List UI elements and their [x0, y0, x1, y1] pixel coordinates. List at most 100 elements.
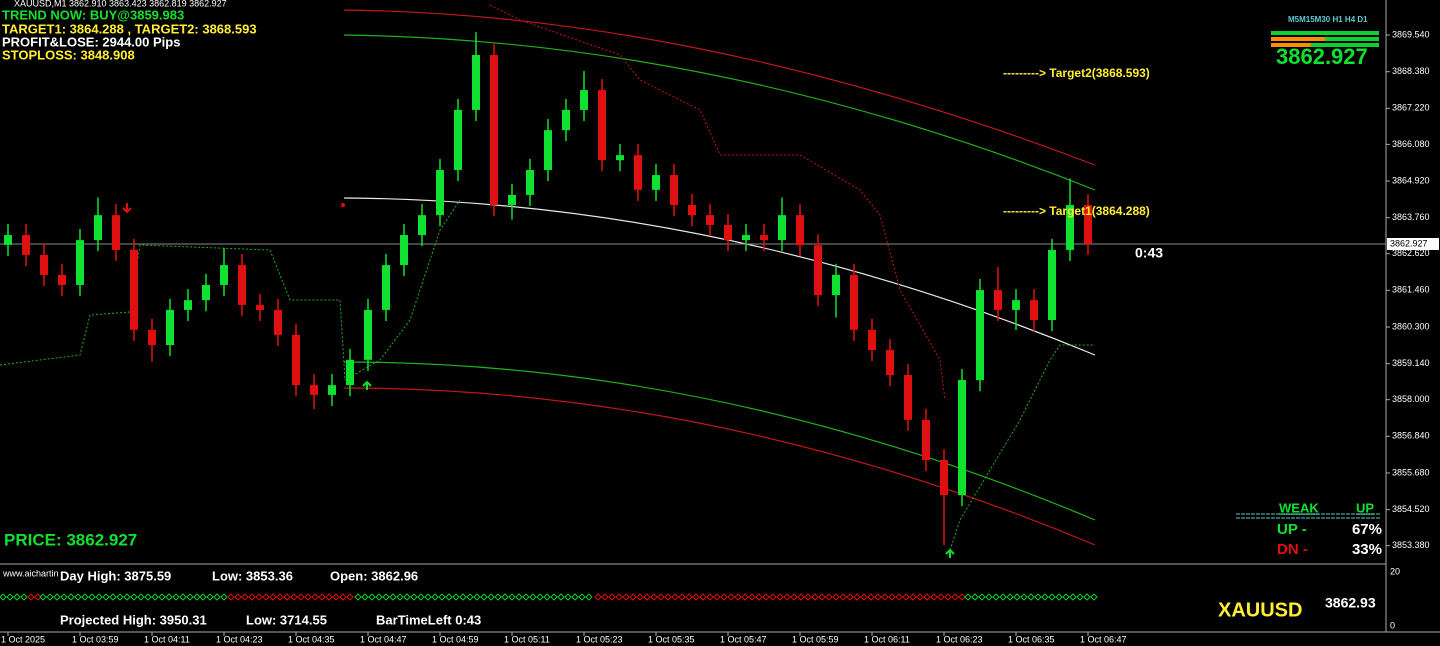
signal-diamond: [403, 593, 411, 601]
candle-body: [40, 254, 48, 275]
candle-body: [346, 359, 354, 386]
candle-body: [4, 235, 12, 245]
signal-diamond: [937, 593, 945, 601]
signal-diamond: [311, 593, 319, 601]
signal-diamond: [396, 593, 404, 601]
candle-body: [436, 169, 444, 216]
signal-diamond: [283, 593, 291, 601]
strength-bar: [1271, 37, 1325, 41]
bar-time-left: BarTimeLeft 0:43: [376, 612, 481, 627]
signal-diamond: [860, 593, 868, 601]
signal-diamond: [473, 593, 481, 601]
signal-diamond: [501, 593, 509, 601]
signal-diamond: [0, 593, 7, 601]
signal-diamond: [958, 593, 966, 601]
y-tick-label: 3863.760: [1392, 212, 1430, 222]
candle-body: [364, 309, 372, 360]
signal-diamond: [853, 593, 861, 601]
signal-diamond: [304, 593, 312, 601]
candle-body: [400, 235, 408, 266]
signal-diamond: [165, 593, 173, 601]
candle-body: [778, 215, 786, 241]
candle-body: [598, 90, 606, 161]
candle-body: [112, 215, 120, 250]
signal-diamond: [20, 593, 28, 601]
candle-body: [202, 284, 210, 301]
projected-high: Projected High: 3950.31: [60, 612, 207, 627]
day-open: Open: 3862.96: [330, 568, 418, 583]
signal-diamond: [1013, 593, 1021, 601]
candle-body: [526, 169, 534, 195]
candle-body: [544, 130, 552, 170]
lower-panel: www.aichartin Day High: 3875.59 Low: 385…: [0, 566, 1400, 630]
trail-stop-down: [489, 4, 946, 401]
signal-diamond: [571, 593, 579, 601]
signal-diamond: [536, 593, 544, 601]
candle-body: [328, 385, 336, 395]
plot: [0, 32, 1386, 545]
signal-diamond: [629, 593, 637, 601]
trail-stop-up-2: [949, 344, 1095, 551]
signal-diamond: [783, 593, 791, 601]
signal-diamond: [522, 593, 530, 601]
signal-diamond: [199, 593, 207, 601]
signal-diamond: [1041, 593, 1049, 601]
signal-diamond: [361, 593, 369, 601]
signal-diamond: [297, 593, 305, 601]
signal-diamond: [657, 593, 665, 601]
stoploss: STOPLOSS: 3848.908: [2, 47, 135, 62]
buy-arrow: [362, 380, 372, 390]
candle-body: [148, 329, 156, 346]
candle-body: [814, 245, 822, 296]
signal-diamond: [692, 593, 700, 601]
x-tick-label: 1 Oct 04:11: [144, 634, 190, 644]
signal-diamond: [951, 593, 959, 601]
signal-diamond: [1006, 593, 1014, 601]
y-tick-label: 3861.460: [1392, 285, 1430, 295]
x-tick-label: 1 Oct 04:59: [432, 634, 479, 644]
y-tick-label: 3859.140: [1392, 358, 1430, 368]
candle-body: [850, 274, 858, 330]
candle-body: [616, 155, 624, 161]
x-tick-label: 1 Oct 04:23: [216, 634, 263, 644]
target1-label: ---------> Target1(3864.288): [1003, 204, 1150, 218]
signal-diamond: [290, 593, 298, 601]
signal-diamond: [494, 593, 502, 601]
symbol-line: XAUUSD,M1 3862.910 3863.423 3862.819 386…: [14, 0, 227, 8]
signal-diamond: [130, 593, 138, 601]
signal-diamond: [664, 593, 672, 601]
candle-body: [184, 300, 192, 310]
candle-body: [562, 109, 570, 131]
signal-diamond: [601, 593, 609, 601]
y-tick-label: 3866.080: [1392, 139, 1430, 149]
signal-diamond: [944, 593, 952, 601]
signal-diamond: [923, 593, 931, 601]
signal-diamond: [727, 593, 735, 601]
candle-body: [220, 265, 228, 285]
candle-body: [310, 385, 318, 395]
strength-bar: [1271, 43, 1311, 47]
signal-diamond: [445, 593, 453, 601]
signal-diamond: [382, 593, 390, 601]
y-tick-label: 3869.540: [1392, 29, 1430, 39]
signal-diamond: [6, 593, 14, 601]
signal-diamond: [60, 593, 68, 601]
x-tick-label: 1 Oct 2025: [1, 634, 45, 644]
signal-diamond: [13, 593, 21, 601]
signal-diamond: [39, 593, 47, 601]
candle-body: [688, 205, 696, 216]
signal-diamond: [622, 593, 630, 601]
signal-diamond: [615, 593, 623, 601]
signal-diamond: [346, 593, 354, 601]
signal-diamond: [515, 593, 523, 601]
strength-bar: [1325, 37, 1379, 41]
buy-arrow: [945, 548, 955, 558]
signal-diamond: [116, 593, 124, 601]
candle-body: [1048, 249, 1056, 321]
signal-diamond: [431, 593, 439, 601]
signal-diamond: [671, 593, 679, 601]
panel-axis-label: 20: [1390, 566, 1400, 576]
signal-diamond: [564, 593, 572, 601]
signal-diamond: [193, 593, 201, 601]
